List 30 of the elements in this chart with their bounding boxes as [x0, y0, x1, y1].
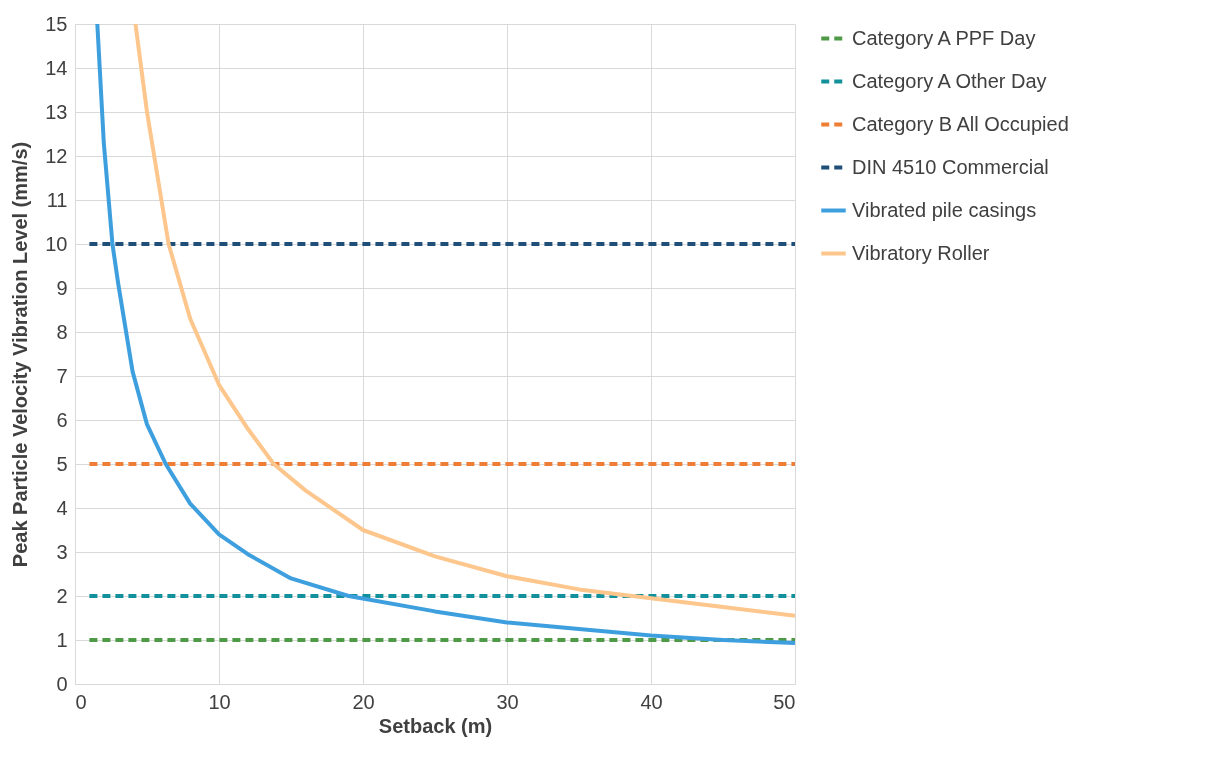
y-tick-label: 4 [56, 496, 68, 519]
y-tick-label: 2 [56, 584, 68, 607]
y-tick-label: 12 [45, 144, 68, 167]
y-tick-label: 15 [45, 12, 68, 35]
y-axis-title: Peak Particle Velocity Vibration Level (mm/s) [9, 141, 32, 568]
legend-label: Category A PPF Day [852, 26, 1036, 49]
y-tick-label: 8 [56, 320, 68, 343]
legend-label: Vibrated pile casings [852, 198, 1037, 221]
x-tick-label: 20 [352, 690, 375, 713]
x-tick-label: 30 [496, 690, 519, 713]
y-tick-label: 9 [56, 276, 68, 299]
y-tick-label: 11 [46, 188, 68, 211]
legend-label: Vibratory Roller [852, 241, 990, 264]
y-tick-label: 13 [45, 100, 68, 123]
y-tick-label: 7 [56, 364, 68, 387]
legend-label: Category B All Occupied [852, 112, 1069, 135]
y-tick-label: 3 [56, 540, 68, 563]
x-tick-label: 50 [773, 690, 796, 713]
y-tick-label: 1 [56, 628, 68, 651]
y-tick-label: 6 [56, 408, 68, 431]
x-tick-label: 0 [75, 690, 87, 713]
legend-label: Category A Other Day [852, 69, 1047, 92]
y-tick-label: 5 [56, 452, 68, 475]
y-tick-label: 0 [56, 672, 68, 695]
x-axis-title: Setback (m) [378, 714, 493, 737]
y-tick-label: 14 [45, 56, 68, 79]
legend-label: DIN 4510 Commercial [852, 155, 1049, 178]
y-tick-label: 10 [45, 232, 68, 255]
x-tick-label: 10 [208, 690, 231, 713]
x-tick-label: 40 [640, 690, 663, 713]
